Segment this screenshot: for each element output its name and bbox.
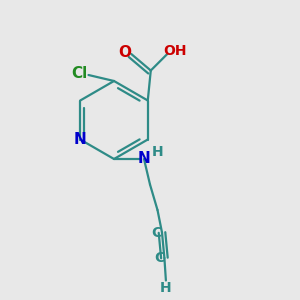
Text: C: C <box>154 251 164 265</box>
Text: O: O <box>118 45 131 60</box>
Text: Cl: Cl <box>71 66 88 81</box>
Text: C: C <box>152 226 162 239</box>
Text: H: H <box>152 146 163 159</box>
Text: N: N <box>74 132 87 147</box>
Text: N: N <box>138 151 150 166</box>
Text: H: H <box>160 281 172 295</box>
Text: OH: OH <box>163 44 187 58</box>
